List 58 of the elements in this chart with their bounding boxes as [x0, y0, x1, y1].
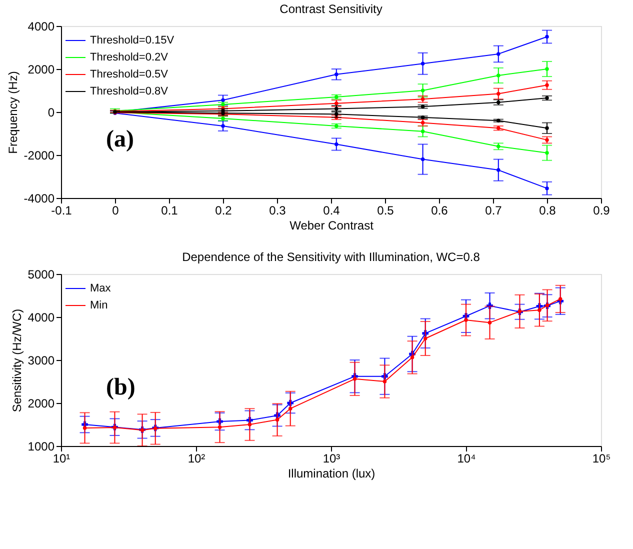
- x-axis-title: Illumination (lux): [288, 466, 376, 480]
- point: [420, 88, 425, 92]
- x-tick-label: 10³: [322, 452, 340, 466]
- legend-label: Threshold=0.5V: [90, 68, 169, 80]
- legend-label: Threshold=0.15V: [90, 34, 175, 46]
- legend-label: Threshold=0.8V: [90, 86, 169, 98]
- point: [496, 52, 500, 56]
- x-tick-label: 0.2: [215, 204, 232, 218]
- point: [545, 150, 549, 155]
- point: [545, 186, 549, 190]
- x-tick-label: 0.5: [377, 204, 394, 218]
- x-tick-label: 10¹: [52, 452, 70, 466]
- x-tick-label: 0.8: [539, 204, 556, 218]
- x-tick-label: 0.1: [161, 204, 178, 218]
- y-tick-label: 5000: [28, 268, 55, 282]
- y-axis-title: Frequency (Hz): [6, 71, 20, 154]
- x-tick-label: 0.3: [269, 204, 286, 218]
- point: [420, 129, 425, 134]
- y-tick-label: -4000: [24, 192, 55, 206]
- point: [221, 124, 225, 128]
- x-tick-label: 0: [112, 204, 120, 218]
- x-tick-label: 0.6: [431, 204, 448, 218]
- point: [420, 62, 425, 66]
- annotation: (a): [106, 126, 134, 153]
- point: [545, 83, 549, 87]
- legend-label: Threshold=0.2V: [90, 52, 169, 64]
- legend-label: Min: [90, 300, 108, 312]
- y-tick-label: -2000: [24, 148, 55, 162]
- x-axis-title: Weber Contrast: [290, 218, 374, 232]
- y-tick-label: 0: [48, 106, 55, 120]
- y-tick-label: 4000: [28, 20, 55, 34]
- x-tick-label: -0.1: [51, 204, 72, 218]
- point: [545, 67, 549, 71]
- annotation: (b): [106, 374, 136, 401]
- y-tick-label: 2000: [28, 62, 55, 76]
- point: [496, 74, 500, 78]
- x-tick-label: 0.9: [593, 204, 610, 218]
- point: [496, 168, 500, 172]
- point: [334, 142, 338, 146]
- x-tick-label: 0.7: [485, 204, 502, 218]
- x-tick-label: 10⁵: [592, 452, 611, 466]
- point: [545, 126, 549, 130]
- point: [545, 34, 549, 39]
- y-tick-label: 1000: [28, 440, 55, 454]
- x-tick-label: 10²: [188, 452, 206, 466]
- point: [334, 72, 338, 76]
- point: [496, 92, 500, 96]
- legend-label: Max: [90, 282, 112, 294]
- y-tick-label: 3000: [28, 354, 55, 368]
- y-tick-label: 4000: [28, 310, 55, 324]
- x-tick-label: 10⁴: [457, 452, 476, 466]
- point: [420, 157, 425, 162]
- chart-title: Dependence of the Sensitivity with Illumination, WC=0.8: [182, 250, 480, 264]
- chart-title: Contrast Sensitivity: [280, 2, 382, 16]
- point: [221, 98, 225, 102]
- x-tick-label: 0.4: [323, 204, 340, 218]
- y-axis-title: Sensitivity (Hz/WC): [10, 308, 24, 412]
- y-tick-label: 2000: [28, 396, 55, 410]
